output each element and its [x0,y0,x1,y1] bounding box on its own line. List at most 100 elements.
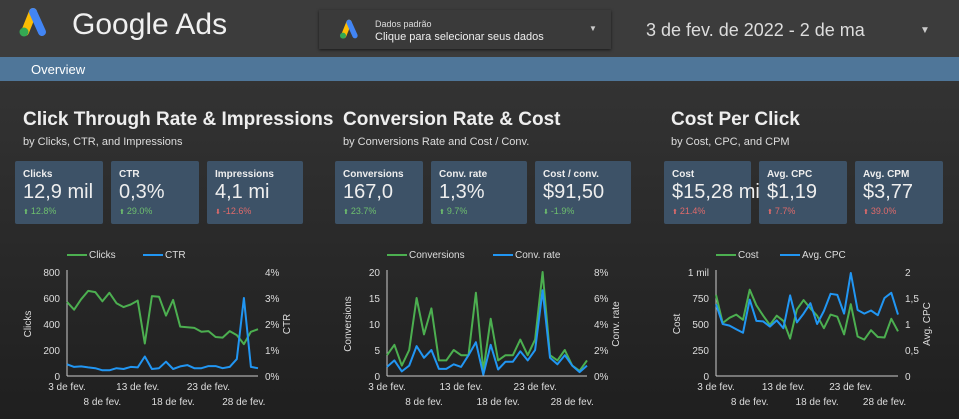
x-tick-label: 28 de fev. [222,397,265,408]
x-tick-label: 3 de fev. [48,382,86,393]
scorecard-value: $3,77 [863,181,914,203]
x-tick-label: 3 de fev. [368,382,406,393]
scorecard-value: 12,9 mil [23,181,94,203]
scorecard-label: Clicks [23,169,53,180]
scorecard-value: 1,3% [439,181,485,203]
series-line-avg-cpc [715,272,899,334]
x-tick-label: 8 de fev. [84,397,122,408]
scorecard-value: 0,3% [119,181,165,203]
scorecard-conv-rate: Conv. rate 1,3% ⬆ 9.7% [431,161,527,224]
delta-value: 29.0% [126,206,153,216]
dashboard-body [0,81,959,419]
y-tick-label: 200 [43,346,60,357]
scorecard-value: 4,1 mi [215,181,270,203]
y2-tick-label: 2% [594,346,609,357]
y2-tick-label: 4% [265,268,280,279]
y2-tick-label: 2% [265,320,280,331]
legend-label: CTR [165,250,186,261]
panel-subtitle: by Clicks, CTR, and Impressions [23,136,183,148]
y2-tick-label: 1 [905,320,911,331]
y2-tick-label: 8% [594,268,609,279]
x-tick-label: 18 de fev. [477,397,520,408]
scorecard-value: $91,50 [543,181,605,203]
delta-value: 12.8% [30,206,57,216]
y-tick-label: 0 [54,372,60,383]
scorecard-delta: ⬆ 23.7% [343,206,376,216]
arrow-up-icon: ⬆ [439,209,447,216]
dropdown-arrow-icon: ▼ [589,24,597,33]
series-line-conversions [386,271,588,372]
x-tick-label: 18 de fev. [152,397,195,408]
arrow-up-icon: ⬆ [23,209,31,216]
scorecard-avg-cpc: Avg. CPC $1,19 ⬆ 7.7% [759,161,847,224]
scorecard-cost-conv-: Cost / conv. $91,50 ⬇ -1.9% [535,161,631,224]
x-tick-label: 13 de fev. [762,382,805,393]
arrow-up-icon: ⬆ [119,209,127,216]
scorecard-cost: Cost $15,28 mil ⬆ 21.4% [664,161,764,224]
y-tick-label: 0 [703,372,709,383]
delta-value: 21.4% [679,206,706,216]
legend-label: Avg. CPC [802,250,846,261]
panel-subtitle: by Conversions Rate and Cost / Conv. [343,136,530,148]
scorecard-impressions: Impressions 4,1 mi ⬇ -12.6% [207,161,303,224]
y2-axis-title: CTR [282,314,293,335]
x-tick-label: 13 de fev. [116,382,159,393]
legend-label: Clicks [89,250,116,261]
header: Google Ads Dados padrão Clique para sele… [0,0,959,57]
y2-tick-label: 0% [594,372,609,383]
y2-axis-title: Avg. CPC [922,302,933,346]
scorecard-label: Cost / conv. [543,169,599,180]
scorecard-value: $1,19 [767,181,818,203]
x-tick-label: 28 de fev. [551,397,594,408]
scorecard-ctr: CTR 0,3% ⬆ 29.0% [111,161,199,224]
legend-label: Cost [738,250,759,261]
scorecard-label: Impressions [215,169,274,180]
scorecard-label: Cost [672,169,695,180]
series-line-ctr [66,297,259,372]
panel-title: Click Through Rate & Impressions [23,109,334,130]
arrow-up-icon: ⬆ [343,209,351,216]
date-range-picker[interactable]: 3 de fev. de 2022 - 2 de ma [646,20,865,40]
panel-title: Conversion Rate & Cost [343,109,561,130]
y-tick-label: 800 [43,268,60,279]
y-tick-label: 0 [374,372,380,383]
scorecard-clicks: Clicks 12,9 mil ⬆ 12.8% [15,161,103,224]
brand-name: Google Ads [72,8,228,41]
scorecard-delta: ⬆ 9.7% [439,206,467,216]
y-axis-title: Conversions [343,296,354,352]
y2-tick-label: 6% [594,294,609,305]
y-tick-label: 20 [369,268,381,279]
delta-value: -12.6% [222,206,252,216]
scorecard-label: Avg. CPM [863,169,910,180]
series-line-clicks [66,289,259,346]
delta-value: -1.9% [550,206,575,216]
arrow-up-icon: ⬆ [767,209,775,216]
x-tick-label: 23 de fev. [187,382,230,393]
delta-value: 23.7% [350,206,377,216]
scorecard-label: Conv. rate [439,169,488,180]
panel-title: Cost Per Click [671,109,800,130]
delta-value: 7.7% [774,206,796,216]
tab-overview[interactable]: Overview [31,62,86,77]
scorecard-delta: ⬇ -1.9% [543,206,574,216]
y2-tick-label: 2 [905,268,911,279]
y2-axis-title: Conv. rate [611,301,622,347]
scorecard-delta: ⬇ -12.6% [215,206,251,216]
scorecard-conversions: Conversions 167,0 ⬆ 23.7% [335,161,423,224]
date-dropdown-arrow-icon[interactable]: ▼ [920,25,930,36]
y-tick-label: 5 [374,346,380,357]
y2-tick-label: 0,5 [905,346,919,357]
x-tick-label: 13 de fev. [439,382,482,393]
y-tick-label: 10 [369,320,381,331]
series-line-conv-rate [386,289,588,376]
scorecard-delta: ⬆ 12.8% [23,206,56,216]
scorecard-value: 167,0 [343,181,394,203]
scorecard-label: CTR [119,169,140,180]
google-ads-icon [340,19,358,39]
y-tick-label: 250 [692,346,709,357]
panel-subtitle: by Cost, CPC, and CPM [671,136,790,148]
data-source-selector[interactable]: Dados padrão Clique para selecionar seus… [319,10,611,49]
y2-tick-label: 1,5 [905,294,919,305]
